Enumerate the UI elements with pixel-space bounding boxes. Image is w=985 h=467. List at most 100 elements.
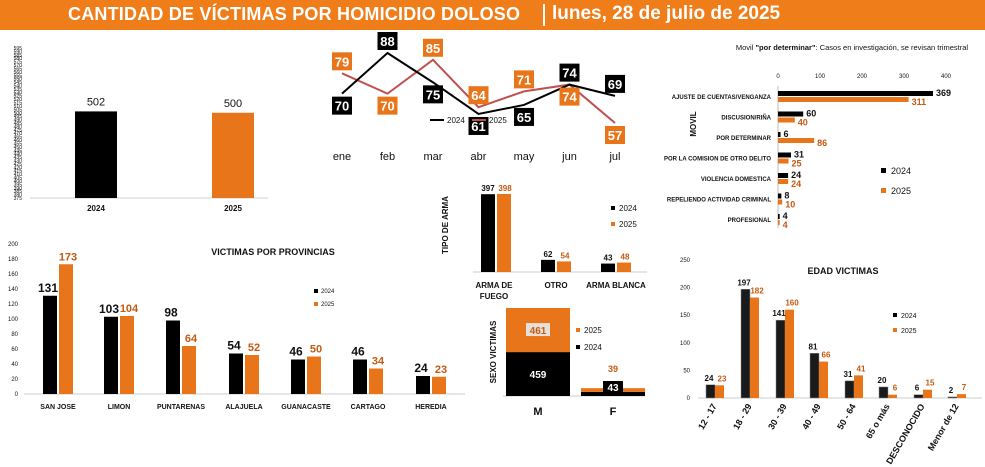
- bar-2024: [43, 295, 57, 394]
- data-label-2024: 369: [936, 88, 951, 98]
- y-tick-label: 440: [14, 152, 23, 158]
- data-label-2025: 311: [912, 97, 927, 107]
- data-label-2024: 8: [784, 191, 789, 201]
- x-tick-label: abr: [471, 151, 487, 163]
- x-tick-label: 30 - 39: [766, 402, 789, 431]
- y-tick-label: 580: [14, 56, 23, 62]
- legend-label-2025: 2025: [901, 328, 917, 335]
- x-tick-label: 50 - 64: [835, 402, 858, 431]
- edad-bar-chart: 250 200 150 100 50 0 EDAD VICTIMAS 24 23 12 - 17 1…: [680, 258, 982, 466]
- y-tick-label: 0: [15, 392, 19, 398]
- title-part: : Casos en investigación, se revisan tri…: [816, 43, 969, 52]
- bar-2024: [166, 320, 180, 394]
- y-tick-label: 475: [14, 128, 23, 134]
- point-label-box-2024: [377, 32, 398, 50]
- totals-chart: 5955905855805755705655605555505455405355…: [14, 46, 268, 213]
- y-tick-label: 520: [14, 97, 23, 103]
- y-tick-label: 565: [14, 66, 23, 72]
- point-label-2024: 88: [380, 34, 394, 49]
- data-label-2024: 24: [414, 361, 428, 375]
- y-tick-label: 570: [14, 63, 23, 69]
- report-date: lunes, 28 de julio de 2025: [552, 3, 781, 24]
- monthly-line-chart: 70 79 ene 88 70 feb 75 85 mar 61 64 abr 65 71 may 74 74 j…: [332, 32, 625, 163]
- bar-2025: [750, 297, 759, 398]
- x-tick-label: ene: [333, 151, 351, 163]
- legend-label-2024: 2024: [584, 343, 602, 352]
- bar-2025: [369, 368, 383, 394]
- point-label-box-2025: [468, 86, 489, 105]
- data-label-2025: 15: [926, 379, 935, 388]
- bar-2025: [778, 158, 789, 164]
- legend-label-2025: 2025: [619, 220, 637, 229]
- bar-2024: [778, 193, 782, 199]
- point-label-2025: 57: [608, 128, 622, 143]
- y-tick-label: 390: [14, 186, 23, 192]
- bar-2025: [778, 138, 815, 143]
- legend-swatch-2025: [881, 188, 886, 193]
- point-label-2024: 61: [471, 119, 485, 134]
- y-tick-label: 200: [680, 286, 691, 292]
- bar-2024: [778, 214, 780, 219]
- data-label-2025: 173: [59, 251, 77, 263]
- point-label-box-2025: [423, 38, 443, 57]
- x-tick-label: 200: [857, 74, 868, 80]
- x-tick-label: M: [533, 406, 542, 418]
- x-tick-label: LIMON: [108, 404, 131, 411]
- y-tick-label: 535: [14, 87, 23, 93]
- data-label-2024: 43: [604, 254, 613, 263]
- point-label-box-2024: [514, 107, 534, 126]
- bar-2025: [557, 261, 571, 272]
- x-tick-label: CARTAGO: [351, 404, 386, 411]
- bar-2025: [497, 194, 511, 272]
- y-tick-label: 480: [14, 124, 23, 130]
- y-tick-label: 395: [14, 182, 23, 188]
- chart-title: VICTIMAS POR PROVINCIAS: [211, 247, 335, 257]
- point-label-box-2024: [559, 63, 580, 82]
- legend-label-2024: 2024: [619, 204, 637, 213]
- bar-total-2024: [75, 111, 117, 198]
- bar-2025: [888, 394, 897, 398]
- x-tick-label: may: [514, 151, 535, 163]
- legend-swatch-2025: [611, 222, 615, 226]
- y-tick-label: 585: [14, 53, 23, 59]
- x-tick-label: 65 o más: [864, 402, 892, 440]
- legend-swatch-2024: [576, 345, 580, 349]
- data-label-2024: 81: [809, 342, 818, 351]
- y-tick-label: 120: [8, 302, 19, 308]
- data-label-2024: 24: [705, 374, 714, 383]
- legend-label-2025: 2025: [891, 186, 911, 196]
- y-tick-label: 20: [11, 377, 18, 383]
- y-tick-label: 385: [14, 189, 23, 195]
- point-label-2025: 85: [426, 41, 440, 56]
- x-tick-label: DESCONOCIDO: [884, 402, 927, 466]
- legend-swatch-2024: [314, 289, 318, 293]
- sexo-bar-chart: SEXO VICTIMAS 459 461 M 43 39 F 2025 2024: [489, 308, 645, 418]
- bar-2024: [844, 380, 855, 399]
- y-tick-label: 430: [14, 159, 23, 165]
- y-tick-label: 455: [14, 141, 23, 147]
- data-label-2024: 103: [99, 302, 119, 316]
- y-tick-label: 590: [14, 49, 23, 55]
- x-tick-label: PUNTARENAS: [157, 404, 205, 411]
- y-tick-label: 435: [14, 155, 23, 161]
- y-tick-label: 415: [14, 169, 23, 175]
- point-label-box-2025: [514, 70, 534, 89]
- point-label-box-2024: [605, 74, 625, 93]
- legend-swatch-2024: [881, 168, 886, 173]
- bar-2024: [416, 376, 430, 394]
- bar-2024: [481, 194, 495, 272]
- y-tick-label: 465: [14, 135, 23, 141]
- chart-title: Movil "por determinar": Casos en investi…: [736, 43, 969, 52]
- data-label-box-2024: [603, 381, 623, 394]
- x-tick-label: ALAJUELA: [225, 404, 262, 411]
- y-tick-label: 180: [8, 257, 19, 263]
- bar-2024: [778, 111, 804, 117]
- legend-label-2024: 2024: [891, 166, 911, 176]
- data-label-2024: 4: [783, 211, 788, 221]
- x-tick-label: ARMA DE: [475, 281, 513, 290]
- data-label-2025: 66: [822, 351, 831, 360]
- data-label-2025: 25: [792, 159, 802, 169]
- movil-bar-chart: Movil "por determinar": Casos en investi…: [664, 43, 969, 230]
- series-line-2024: [341, 51, 616, 116]
